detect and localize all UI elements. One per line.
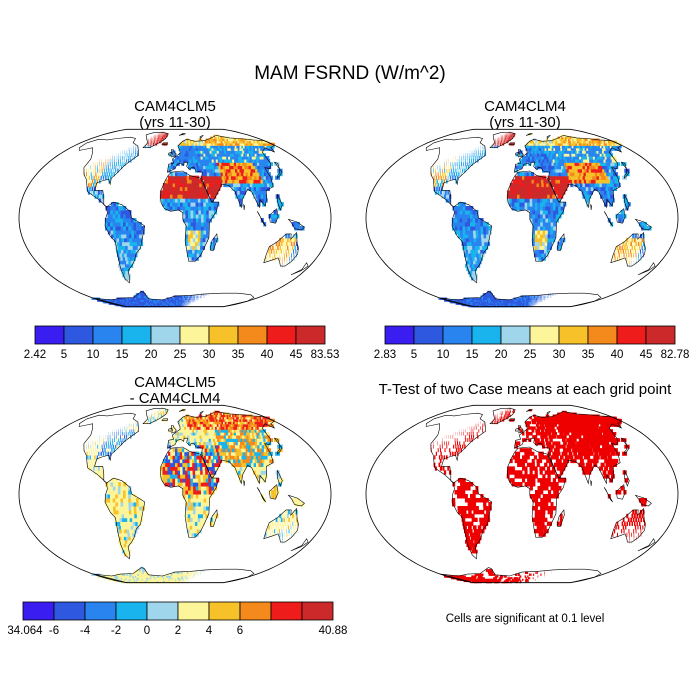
map-panel-cam4clm5: [18, 128, 332, 308]
colorbar-cam4clm4: 2.83 5 10 15 20 25 30 35 40 45 82.78: [374, 325, 690, 361]
map-panel-cam4clm4: [365, 128, 679, 308]
colorbar-box: [500, 325, 531, 345]
significance-note: Cells are significant at 0.1 level: [445, 613, 605, 625]
colorbar-label: 82.78: [661, 349, 690, 361]
colorbar-label: 10: [87, 349, 100, 361]
coastlines: [78, 407, 309, 583]
colorbar-box: [558, 325, 589, 345]
panel3-title-line1: CAM4CLM5: [134, 374, 216, 391]
map-border: [18, 128, 332, 308]
panel1-title: CAM4CLM5 (yrs 11-30): [65, 99, 285, 131]
colorbar-label: 15: [116, 349, 129, 361]
colorbar-box: [295, 325, 326, 345]
colorbar-box: [616, 325, 647, 345]
panel1-title-line1: CAM4CLM5: [134, 98, 216, 115]
colorbar-box: [442, 325, 473, 345]
colorbar-box: [587, 325, 618, 345]
colorbar-label: 10: [437, 349, 450, 361]
panel2-title-line2: (yrs 11-30): [489, 114, 561, 131]
colorbar-box: [645, 325, 676, 345]
colorbar-label: 30: [203, 349, 216, 361]
colorbar-box: [177, 601, 210, 621]
colorbar-label: 45: [290, 349, 303, 361]
colorbar-box: [413, 325, 444, 345]
colorbar-label: 4: [206, 625, 213, 637]
panel2-title: CAM4CLM4 (yrs 11-30): [415, 99, 635, 131]
panel1-title-line2: (yrs 11-30): [139, 114, 211, 131]
map-border: [365, 128, 679, 308]
panel3-title: CAM4CLM5 - CAM4CLM4: [65, 375, 285, 407]
colorbar-box: [384, 325, 415, 345]
colorbar-label: 45: [640, 349, 653, 361]
colorbar-box: [529, 325, 560, 345]
colorbar-box: [53, 601, 86, 621]
colorbar-box: [121, 325, 152, 345]
colorbar-label: 40: [611, 349, 624, 361]
colorbar-box: [237, 325, 268, 345]
colorbar-label: -4: [80, 625, 91, 637]
colorbar-label: 25: [174, 349, 187, 361]
panel4-title: T-Test of two Case means at each grid po…: [378, 381, 672, 398]
colorbar-box: [179, 325, 210, 345]
colorbar-label: -6: [49, 625, 59, 637]
colorbar-label: 30: [553, 349, 566, 361]
map-border: [18, 404, 332, 584]
panel3-title-line2: - CAM4CLM4: [129, 390, 221, 407]
colorbar-label: 2.83: [374, 349, 396, 361]
colorbar-label: 20: [145, 349, 158, 361]
colorbar-label: 25: [524, 349, 537, 361]
colorbar-label: 40: [261, 349, 274, 361]
colorbar-label: -2: [111, 625, 121, 637]
colorbar-label: -34.064: [8, 625, 43, 637]
colorbar-box: [150, 325, 181, 345]
colorbar-difference: -34.064 -6 -4 -2 0 2 4 6 40.88: [8, 601, 348, 637]
colorbar-label: 2.42: [24, 349, 46, 361]
colorbar-box: [34, 325, 65, 345]
map-panel-difference: [18, 404, 332, 584]
colorbar-box: [208, 601, 241, 621]
colorbar-label: 83.53: [311, 349, 340, 361]
colorbar-cam4clm5: 2.42 5 10 15 20 25 30 35 40 45 83.53: [24, 325, 340, 361]
figure-title: MAM FSRND (W/m^2): [254, 63, 446, 84]
colorbar-box: [266, 325, 297, 345]
colorbar-box: [471, 325, 502, 345]
colorbar-label: 20: [495, 349, 508, 361]
colorbar-label: 0: [144, 625, 150, 637]
colorbar-box: [63, 325, 94, 345]
colorbar-label: 40.88: [319, 625, 348, 637]
colorbar-label: 5: [61, 349, 67, 361]
colorbar-label: 35: [582, 349, 595, 361]
colorbar-box: [239, 601, 272, 621]
colorbar-box: [208, 325, 239, 345]
colorbar-label: 5: [411, 349, 417, 361]
panel2-title-line1: CAM4CLM4: [484, 98, 566, 115]
colorbar-label: 35: [232, 349, 245, 361]
colorbar-label: 2: [175, 625, 181, 637]
colorbar-label: 15: [466, 349, 479, 361]
colorbar-box: [115, 601, 148, 621]
map-panel-ttest: [365, 404, 679, 584]
colorbar-box: [22, 601, 55, 621]
colorbar-box: [92, 325, 123, 345]
colorbar-box: [146, 601, 179, 621]
colorbar-box: [301, 601, 334, 621]
colorbar-label: 6: [237, 625, 243, 637]
colorbar-box: [84, 601, 117, 621]
map-border: [365, 404, 679, 584]
colorbar-box: [270, 601, 303, 621]
